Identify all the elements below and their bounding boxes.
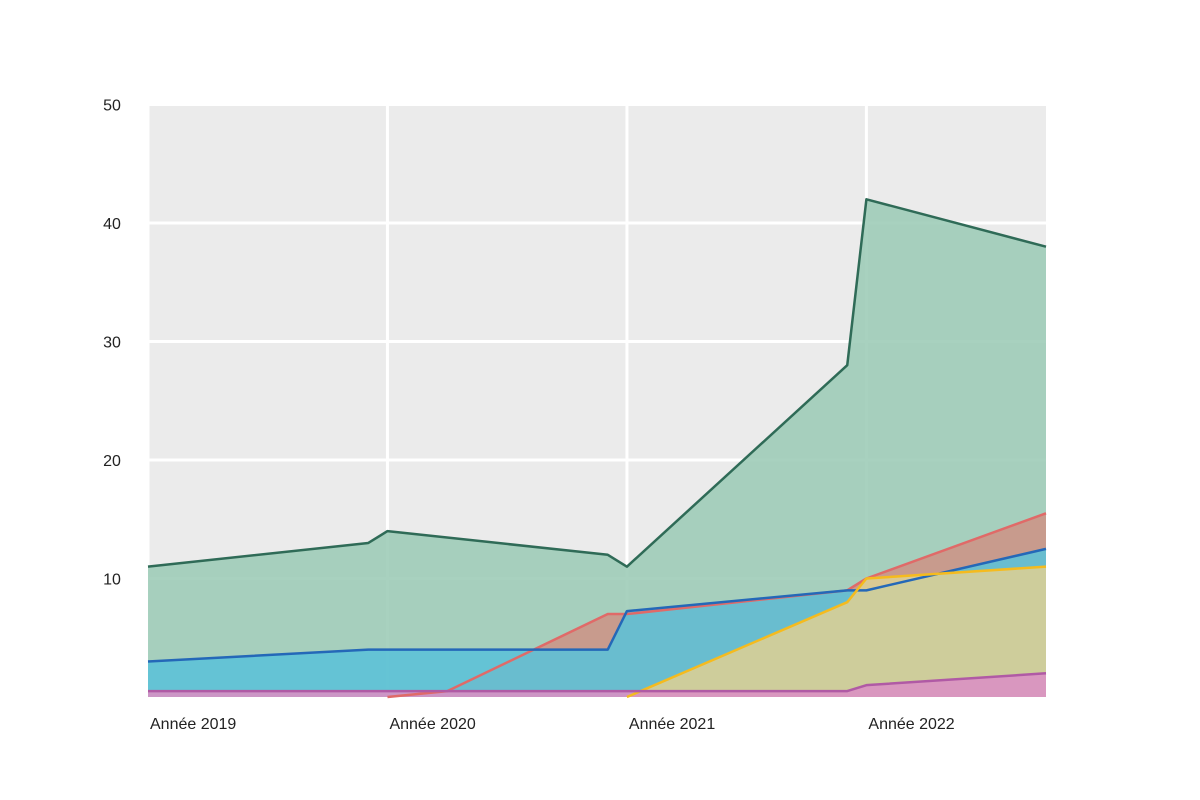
y-tick-label: 20 — [103, 453, 121, 470]
y-axis-tick-labels: 10 20 30 40 50 — [103, 98, 121, 589]
x-tick-label: Année 2022 — [868, 716, 954, 733]
y-tick-label: 40 — [103, 216, 121, 233]
x-tick-label: Année 2019 — [150, 716, 236, 733]
series-line-1 — [147, 198, 1047, 568]
area-series-4 — [626, 566, 1046, 697]
y-tick-label: 30 — [103, 335, 121, 352]
x-tick-label: Année 2021 — [629, 716, 715, 733]
y-tick-label: 50 — [103, 98, 121, 115]
area-series-1 — [148, 199, 1046, 698]
series-line-5 — [148, 672, 1047, 693]
series-line-4 — [626, 565, 1047, 699]
y-tick-label: 10 — [103, 572, 121, 589]
series-lines — [147, 198, 1047, 699]
x-axis-tick-labels: Année 2019 Année 2020 Année 2021 Année 2022 — [150, 716, 955, 733]
x-tick-label: Année 2020 — [389, 716, 475, 733]
series-line-3 — [147, 547, 1047, 663]
